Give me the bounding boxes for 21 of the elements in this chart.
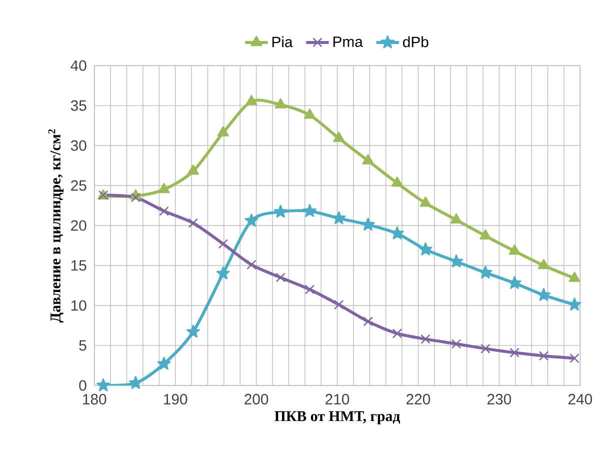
- x-tick-label: 240: [568, 394, 592, 404]
- y-tick-label: 40: [70, 60, 86, 71]
- legend-label: dPb: [403, 36, 428, 48]
- x-tick-label: 190: [164, 394, 188, 404]
- y-tick-label: 0: [79, 380, 86, 391]
- legend-label: Pma: [333, 36, 363, 47]
- y-tick-label: 35: [70, 100, 86, 111]
- x-tick-label: 180: [83, 394, 106, 404]
- x-tick-label: 210: [326, 394, 350, 404]
- y-tick-label: 20: [71, 220, 86, 231]
- y-tick-label: 30: [70, 140, 86, 151]
- x-axis-title: ПКВ от НМТ, град: [274, 411, 400, 424]
- y-axis-title: Давление в цилиндре, кг/см$^{2}$: [48, 129, 64, 323]
- x-tick-label: 220: [406, 394, 430, 404]
- y-tick-label: 15: [71, 260, 86, 271]
- legend-label: Pia: [272, 36, 293, 48]
- x-tick-label: 200: [244, 394, 268, 404]
- x-tick-label: 230: [488, 394, 512, 404]
- y-tick-label: 5: [79, 340, 86, 351]
- y-tick-label: 25: [71, 180, 86, 191]
- y-tick-label: 10: [71, 300, 86, 311]
